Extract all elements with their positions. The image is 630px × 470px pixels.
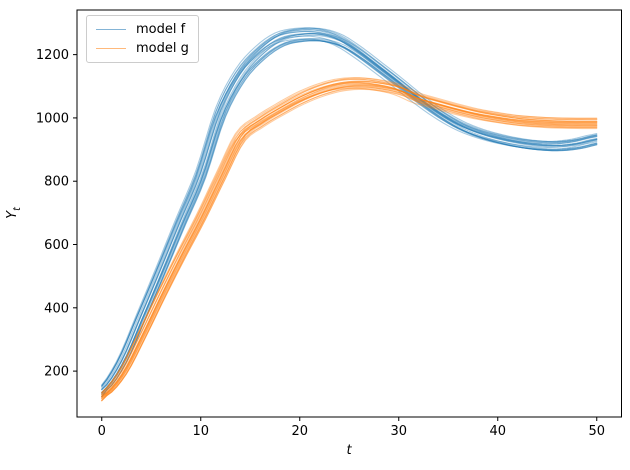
x-tick-label: 30 (390, 424, 407, 439)
ensemble-line-model-f (101, 34, 598, 395)
legend-label-model-g: model g (136, 41, 189, 56)
ensemble-line-model-g (101, 84, 598, 399)
ensemble-line-model-f (101, 38, 598, 387)
ensemble-line-model-f (101, 33, 598, 391)
ensemble-line-model-f (101, 29, 598, 387)
ensemble-line-model-f (101, 32, 598, 398)
ensemble-line-model-g (101, 87, 598, 400)
y-tick-label: 600 (44, 238, 69, 253)
ensemble-line-model-g (101, 77, 598, 397)
ensemble-line-model-g (101, 83, 598, 399)
ensemble-line-model-f (101, 32, 598, 391)
y-tick-label: 400 (44, 301, 69, 316)
ensemble-line-model-g (101, 85, 598, 398)
ensemble-line-model-f (101, 30, 598, 387)
y-tick-label: 800 (44, 175, 69, 190)
ensemble-line-model-f (101, 40, 598, 397)
ensemble-line-model-g (101, 82, 598, 396)
y-tick-label: 1200 (36, 48, 69, 63)
y-tick-label: 200 (44, 365, 69, 380)
ensemble-line-model-f (101, 38, 598, 394)
ensemble-line-model-f (101, 27, 598, 394)
model-g-line-swatch (96, 48, 126, 49)
ensemble-line-model-f (101, 30, 598, 389)
ensemble-line-model-g (101, 81, 598, 394)
ensemble-line-model-g (101, 78, 598, 394)
model-f-line-swatch (96, 29, 126, 30)
x-tick-label: 40 (489, 424, 506, 439)
plot-area (76, 9, 622, 418)
ensemble-line-model-f (101, 40, 598, 398)
ensemble-line-model-g (101, 78, 598, 395)
legend-entry-model-g: model g (96, 40, 189, 57)
y-axis-label-base: Y (5, 210, 21, 219)
y-axis-label: Yt (5, 207, 23, 219)
ensemble-line-model-g (101, 81, 598, 402)
ensemble-line-model-f (101, 35, 598, 387)
ensemble-line-model-g (101, 82, 598, 396)
x-axis-label: t (346, 443, 352, 458)
ensemble-lines-layer (101, 27, 598, 402)
ensemble-line-model-g (101, 84, 598, 401)
y-tick-label: 1000 (36, 111, 69, 126)
ensemble-line-model-g (101, 88, 598, 401)
ensemble-line-model-g (101, 86, 598, 402)
ensemble-line-model-f (101, 39, 598, 395)
x-tick-label: 0 (98, 424, 106, 439)
y-axis-label-subscript: t (11, 207, 23, 211)
ensemble-line-model-g (101, 80, 598, 398)
legend: model f model g (86, 15, 199, 63)
ensemble-line-model-g (101, 87, 598, 394)
legend-entry-model-f: model f (96, 21, 189, 38)
ensemble-line-model-f (101, 39, 598, 393)
ensemble-line-model-f (101, 27, 598, 386)
ensemble-line-model-g (101, 83, 598, 397)
ensemble-line-model-g (101, 80, 598, 398)
x-tick-label: 10 (192, 424, 209, 439)
ensemble-line-model-g (101, 77, 598, 393)
legend-label-model-f: model f (136, 22, 186, 37)
ensemble-line-model-f (101, 27, 598, 390)
ensemble-line-model-g (101, 86, 598, 397)
ensemble-line-model-f (101, 29, 598, 391)
x-tick-label: 20 (291, 424, 308, 439)
ensemble-line-model-f (101, 37, 598, 397)
x-tick-label: 50 (588, 424, 605, 439)
ensemble-line-model-f (101, 33, 598, 394)
